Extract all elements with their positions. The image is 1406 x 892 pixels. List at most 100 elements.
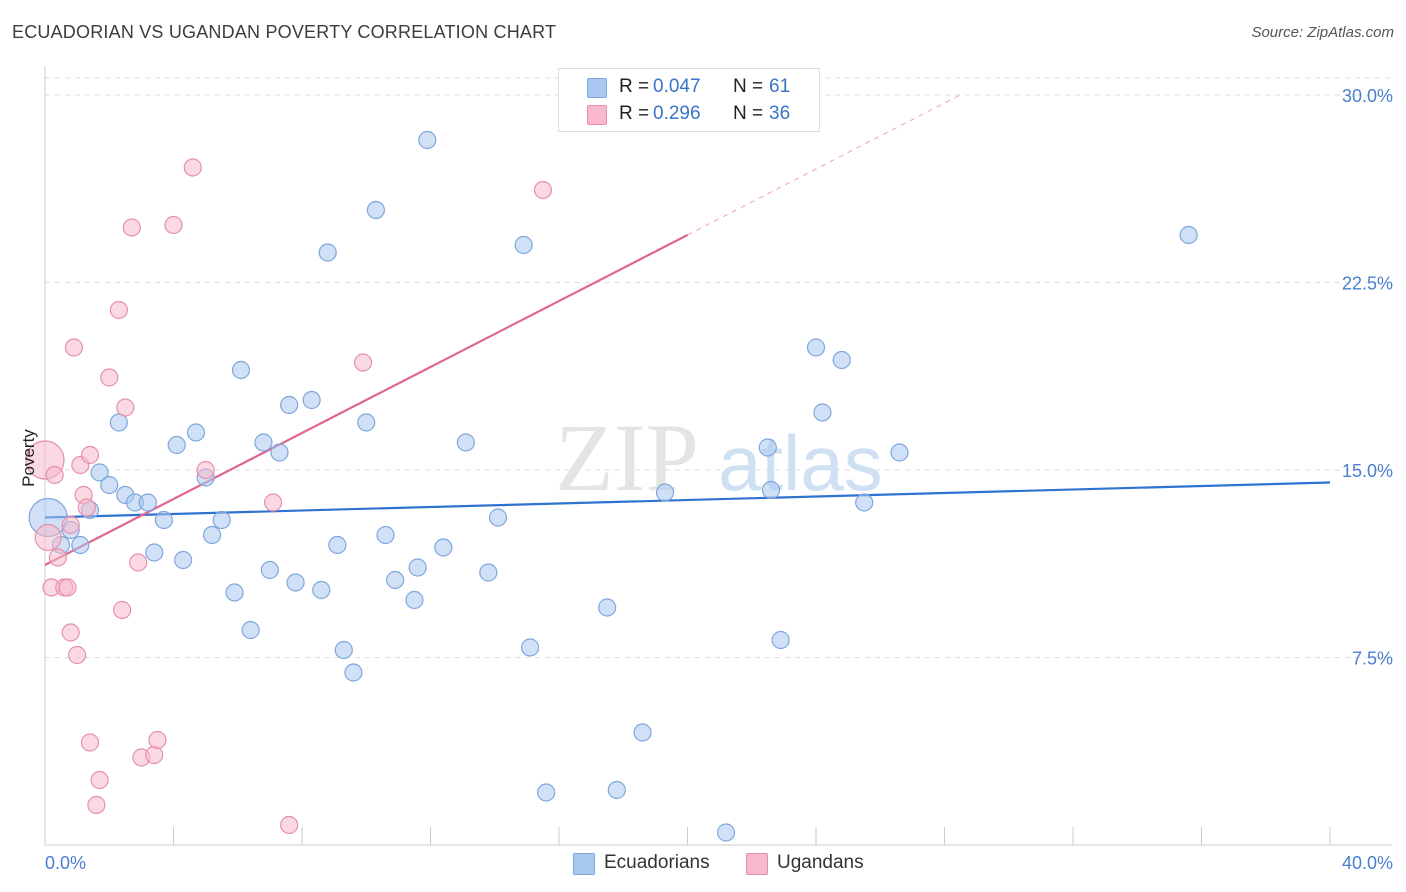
trend-line-ugandans <box>44 234 689 566</box>
point-ecuadorian <box>716 823 736 842</box>
point-ecuadorian <box>607 780 626 800</box>
legend-r-value: 0.047 <box>653 76 701 97</box>
y-axis-title: Poverty <box>19 429 38 487</box>
point-ecuadorian <box>167 435 186 455</box>
point-ecuadorian <box>109 413 128 432</box>
point-ecuadorian <box>376 525 395 545</box>
point-ecuadorian <box>1179 225 1198 245</box>
point-ugandan <box>148 730 167 750</box>
point-ecuadorian <box>488 508 508 527</box>
legend-r-label: R = <box>619 76 650 97</box>
point-ecuadorian <box>186 423 206 442</box>
point-ecuadorian <box>832 350 851 370</box>
point-ecuadorian <box>318 243 337 262</box>
legend-n-value: 61 <box>769 76 791 97</box>
legend-r-value: 0.296 <box>653 103 701 124</box>
point-ugandan <box>145 745 164 765</box>
legend-n-value: 36 <box>769 103 791 124</box>
point-ecuadorian <box>231 360 251 380</box>
point-ecuadorian <box>328 535 347 555</box>
point-ugandan <box>353 353 373 372</box>
point-ugandan <box>61 623 80 642</box>
point-ecuadorian <box>357 413 376 432</box>
point-ecuadorian <box>514 235 533 255</box>
point-ecuadorian <box>241 620 260 640</box>
trend-line-ugandans-extension <box>687 92 965 236</box>
legend-swatch-ugandans <box>746 853 768 875</box>
point-ugandan <box>100 368 119 387</box>
source-label: Source: ZipAtlas.com <box>1251 24 1394 41</box>
point-ugandan <box>77 498 96 517</box>
point-ugandan <box>90 770 109 790</box>
point-ecuadorian <box>71 535 90 555</box>
point-ecuadorian <box>100 475 119 495</box>
point-ecuadorian <box>479 563 498 582</box>
point-ugandan <box>80 733 100 752</box>
point-ecuadorian <box>344 663 363 682</box>
x-tick-label: 40.0% <box>1342 853 1393 873</box>
point-ugandan <box>183 158 202 177</box>
point-ecuadorian <box>174 550 193 570</box>
point-ecuadorian <box>260 560 279 580</box>
point-ecuadorian <box>771 630 790 650</box>
point-ugandan <box>263 493 283 512</box>
point-ecuadorian <box>386 570 405 590</box>
point-ugandan <box>109 300 128 320</box>
legend-label-ugandans: Ugandans <box>777 852 864 873</box>
point-ugandan <box>196 460 215 480</box>
point-ecuadorian <box>145 543 164 562</box>
point-ecuadorian <box>598 598 617 617</box>
point-ecuadorian <box>405 590 424 610</box>
point-ecuadorian <box>434 538 453 557</box>
point-ecuadorian <box>202 525 222 545</box>
point-ugandan <box>61 515 80 535</box>
point-ugandan <box>64 338 84 357</box>
point-ugandan <box>122 218 141 237</box>
point-ecuadorian <box>312 580 331 600</box>
point-ugandan <box>58 578 77 597</box>
point-ecuadorian <box>806 338 826 357</box>
y-tick-label: 15.0% <box>1342 461 1393 481</box>
point-ecuadorian <box>758 438 777 457</box>
data-points <box>25 130 1198 842</box>
point-ugandan <box>112 600 132 620</box>
legend-swatch-ecuadorians <box>587 78 607 98</box>
point-ecuadorian <box>286 573 305 592</box>
point-ecuadorian <box>537 783 556 802</box>
point-ecuadorian <box>655 483 675 502</box>
legend-n-label: N = <box>733 76 764 97</box>
point-ecuadorian <box>212 510 231 530</box>
point-ugandan <box>533 180 553 200</box>
point-ugandan <box>34 523 62 552</box>
point-ecuadorian <box>225 583 244 602</box>
y-tick-label: 22.5% <box>1342 274 1393 294</box>
point-ecuadorian <box>138 493 157 512</box>
point-ugandan <box>129 553 148 572</box>
point-ecuadorian <box>456 433 475 452</box>
point-ecuadorian <box>154 510 173 530</box>
x-tick-label: 0.0% <box>45 853 86 873</box>
point-ugandan <box>87 795 106 815</box>
legend-swatch-ecuadorians <box>573 853 595 875</box>
legend-r-label: R = <box>619 103 650 124</box>
chart-title: ECUADORIAN VS UGANDAN POVERTY CORRELATIO… <box>12 22 557 42</box>
point-ugandan <box>116 398 135 417</box>
point-ecuadorian <box>761 480 781 500</box>
point-ecuadorian <box>408 558 427 577</box>
point-ecuadorian <box>90 463 109 482</box>
y-tick-label: 7.5% <box>1352 649 1393 669</box>
y-tick-label: 30.0% <box>1342 86 1393 106</box>
point-ecuadorian <box>302 390 321 410</box>
point-ugandan <box>280 815 299 835</box>
point-ecuadorian <box>270 443 289 462</box>
point-ecuadorian <box>334 640 353 660</box>
point-ecuadorian <box>633 723 652 742</box>
point-ecuadorian <box>520 638 540 657</box>
watermark-zip: ZIP <box>555 404 699 511</box>
point-ecuadorian <box>418 130 437 150</box>
watermark-atlas: atlas <box>718 419 883 507</box>
point-ugandan <box>48 548 67 567</box>
legend-n-label: N = <box>733 103 764 124</box>
trend-line-ecuadorians <box>44 481 1331 519</box>
